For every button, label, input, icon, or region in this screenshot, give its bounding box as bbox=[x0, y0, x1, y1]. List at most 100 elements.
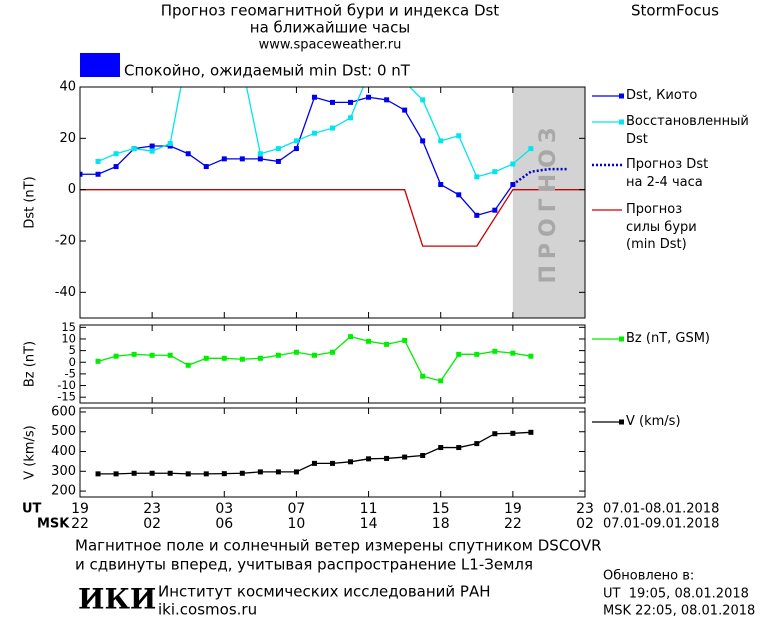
marker bbox=[474, 351, 480, 357]
url: www.spaceweather.ru bbox=[259, 38, 402, 53]
marker bbox=[348, 334, 354, 340]
marker bbox=[438, 445, 444, 451]
marker bbox=[402, 79, 407, 84]
y-tick-label: 0 bbox=[69, 355, 76, 369]
marker bbox=[456, 351, 462, 357]
marker bbox=[293, 138, 299, 144]
marker bbox=[149, 470, 155, 476]
marker bbox=[185, 362, 191, 368]
marker bbox=[474, 174, 480, 180]
row-label: MSK bbox=[37, 517, 70, 532]
legend-entry: Dst, Киото bbox=[626, 88, 698, 103]
marker bbox=[311, 460, 317, 466]
y-tick-label: -40 bbox=[55, 285, 76, 300]
marker bbox=[131, 146, 137, 152]
marker bbox=[221, 471, 227, 477]
forecast-region bbox=[512, 87, 585, 318]
panel bbox=[80, 46, 585, 318]
y-tick-label: 600 bbox=[51, 404, 76, 419]
marker bbox=[113, 164, 119, 170]
x-tick-label: 23 bbox=[576, 501, 594, 517]
series-line bbox=[80, 96, 514, 217]
series-line bbox=[512, 167, 567, 186]
title: Прогноз геомагнитной бури и индекса Dst bbox=[161, 2, 500, 20]
legend-entry: Прогноз Dst на 2-4 часа bbox=[626, 157, 709, 190]
plot-frame bbox=[79, 86, 586, 319]
marker bbox=[311, 94, 317, 100]
marker bbox=[149, 148, 155, 154]
y-axis-label: Bz (nT) bbox=[23, 341, 38, 387]
y-tick-label: -15 bbox=[57, 390, 76, 404]
marker bbox=[293, 349, 299, 355]
y-tick-label: 15 bbox=[61, 320, 76, 334]
y-tick-label: 400 bbox=[51, 444, 76, 459]
marker bbox=[239, 156, 245, 162]
y-axis-label: Dst (nT) bbox=[23, 176, 38, 228]
marker bbox=[492, 207, 498, 213]
date-range: 07.01-08.01.2018 bbox=[603, 502, 719, 517]
legend-marker bbox=[619, 93, 624, 99]
marker bbox=[95, 358, 101, 364]
marker bbox=[222, 46, 227, 51]
marker bbox=[203, 471, 209, 477]
y-tick-label: 20 bbox=[59, 131, 76, 146]
marker bbox=[330, 349, 335, 355]
marker bbox=[366, 94, 372, 100]
marker bbox=[456, 192, 462, 198]
marker bbox=[131, 351, 137, 357]
date-range: 07.01-09.01.2018 bbox=[603, 517, 719, 532]
marker bbox=[348, 99, 354, 105]
x-tick-label: 03 bbox=[215, 501, 233, 517]
marker bbox=[528, 146, 534, 152]
marker bbox=[456, 133, 462, 139]
marker bbox=[167, 352, 173, 358]
marker bbox=[275, 352, 281, 358]
marker bbox=[149, 143, 155, 149]
marker bbox=[510, 161, 516, 167]
y-tick-label: -20 bbox=[55, 234, 76, 249]
marker bbox=[474, 441, 480, 447]
marker bbox=[167, 140, 173, 146]
status-text: Спокойно, ожидаемый min Dst: 0 nT bbox=[124, 62, 411, 80]
y-tick-label: 500 bbox=[51, 424, 76, 439]
y-tick-label: -10 bbox=[57, 378, 76, 392]
marker bbox=[420, 373, 426, 379]
marker bbox=[438, 182, 444, 188]
x-tick-label-msk: 18 bbox=[432, 516, 450, 532]
marker bbox=[113, 151, 119, 157]
forecast-label: ПРОГНОЗ bbox=[536, 121, 561, 283]
y-tick-label: 200 bbox=[51, 484, 76, 499]
row-label: UT bbox=[22, 502, 42, 517]
marker bbox=[167, 143, 173, 149]
marker bbox=[257, 151, 263, 157]
marker bbox=[257, 156, 263, 162]
x-tick-label: 23 bbox=[143, 501, 161, 517]
marker bbox=[131, 470, 137, 476]
x-tick-label: 19 bbox=[71, 501, 89, 517]
y-tick-label: 0 bbox=[68, 182, 76, 197]
x-tick-label: 07 bbox=[288, 501, 306, 517]
x-tick-label-msk: 22 bbox=[504, 516, 522, 532]
marker bbox=[113, 353, 119, 359]
marker bbox=[420, 138, 426, 144]
x-tick-label-msk: 06 bbox=[215, 516, 233, 532]
updated-msk: MSK 22:05, 08.01.2018 bbox=[603, 604, 755, 619]
marker bbox=[492, 169, 498, 175]
plot-frame bbox=[79, 324, 586, 404]
x-tick-label-msk: 02 bbox=[143, 516, 161, 532]
x-tick-label-msk: 22 bbox=[71, 516, 89, 532]
marker bbox=[275, 146, 281, 152]
marker bbox=[348, 459, 354, 465]
updated-title: Обновлено в: bbox=[603, 569, 694, 584]
status-box bbox=[80, 53, 120, 77]
institute: Институт космических исследований РАН bbox=[158, 583, 491, 601]
marker bbox=[438, 138, 444, 144]
legend-entry: Восстановленный Dst bbox=[626, 114, 749, 147]
y-tick-label: 300 bbox=[51, 464, 76, 479]
x-tick-label: 11 bbox=[360, 501, 378, 517]
y-tick-label: 40 bbox=[59, 80, 76, 95]
legend-marker bbox=[619, 419, 624, 425]
marker bbox=[239, 470, 245, 476]
marker bbox=[384, 455, 390, 461]
